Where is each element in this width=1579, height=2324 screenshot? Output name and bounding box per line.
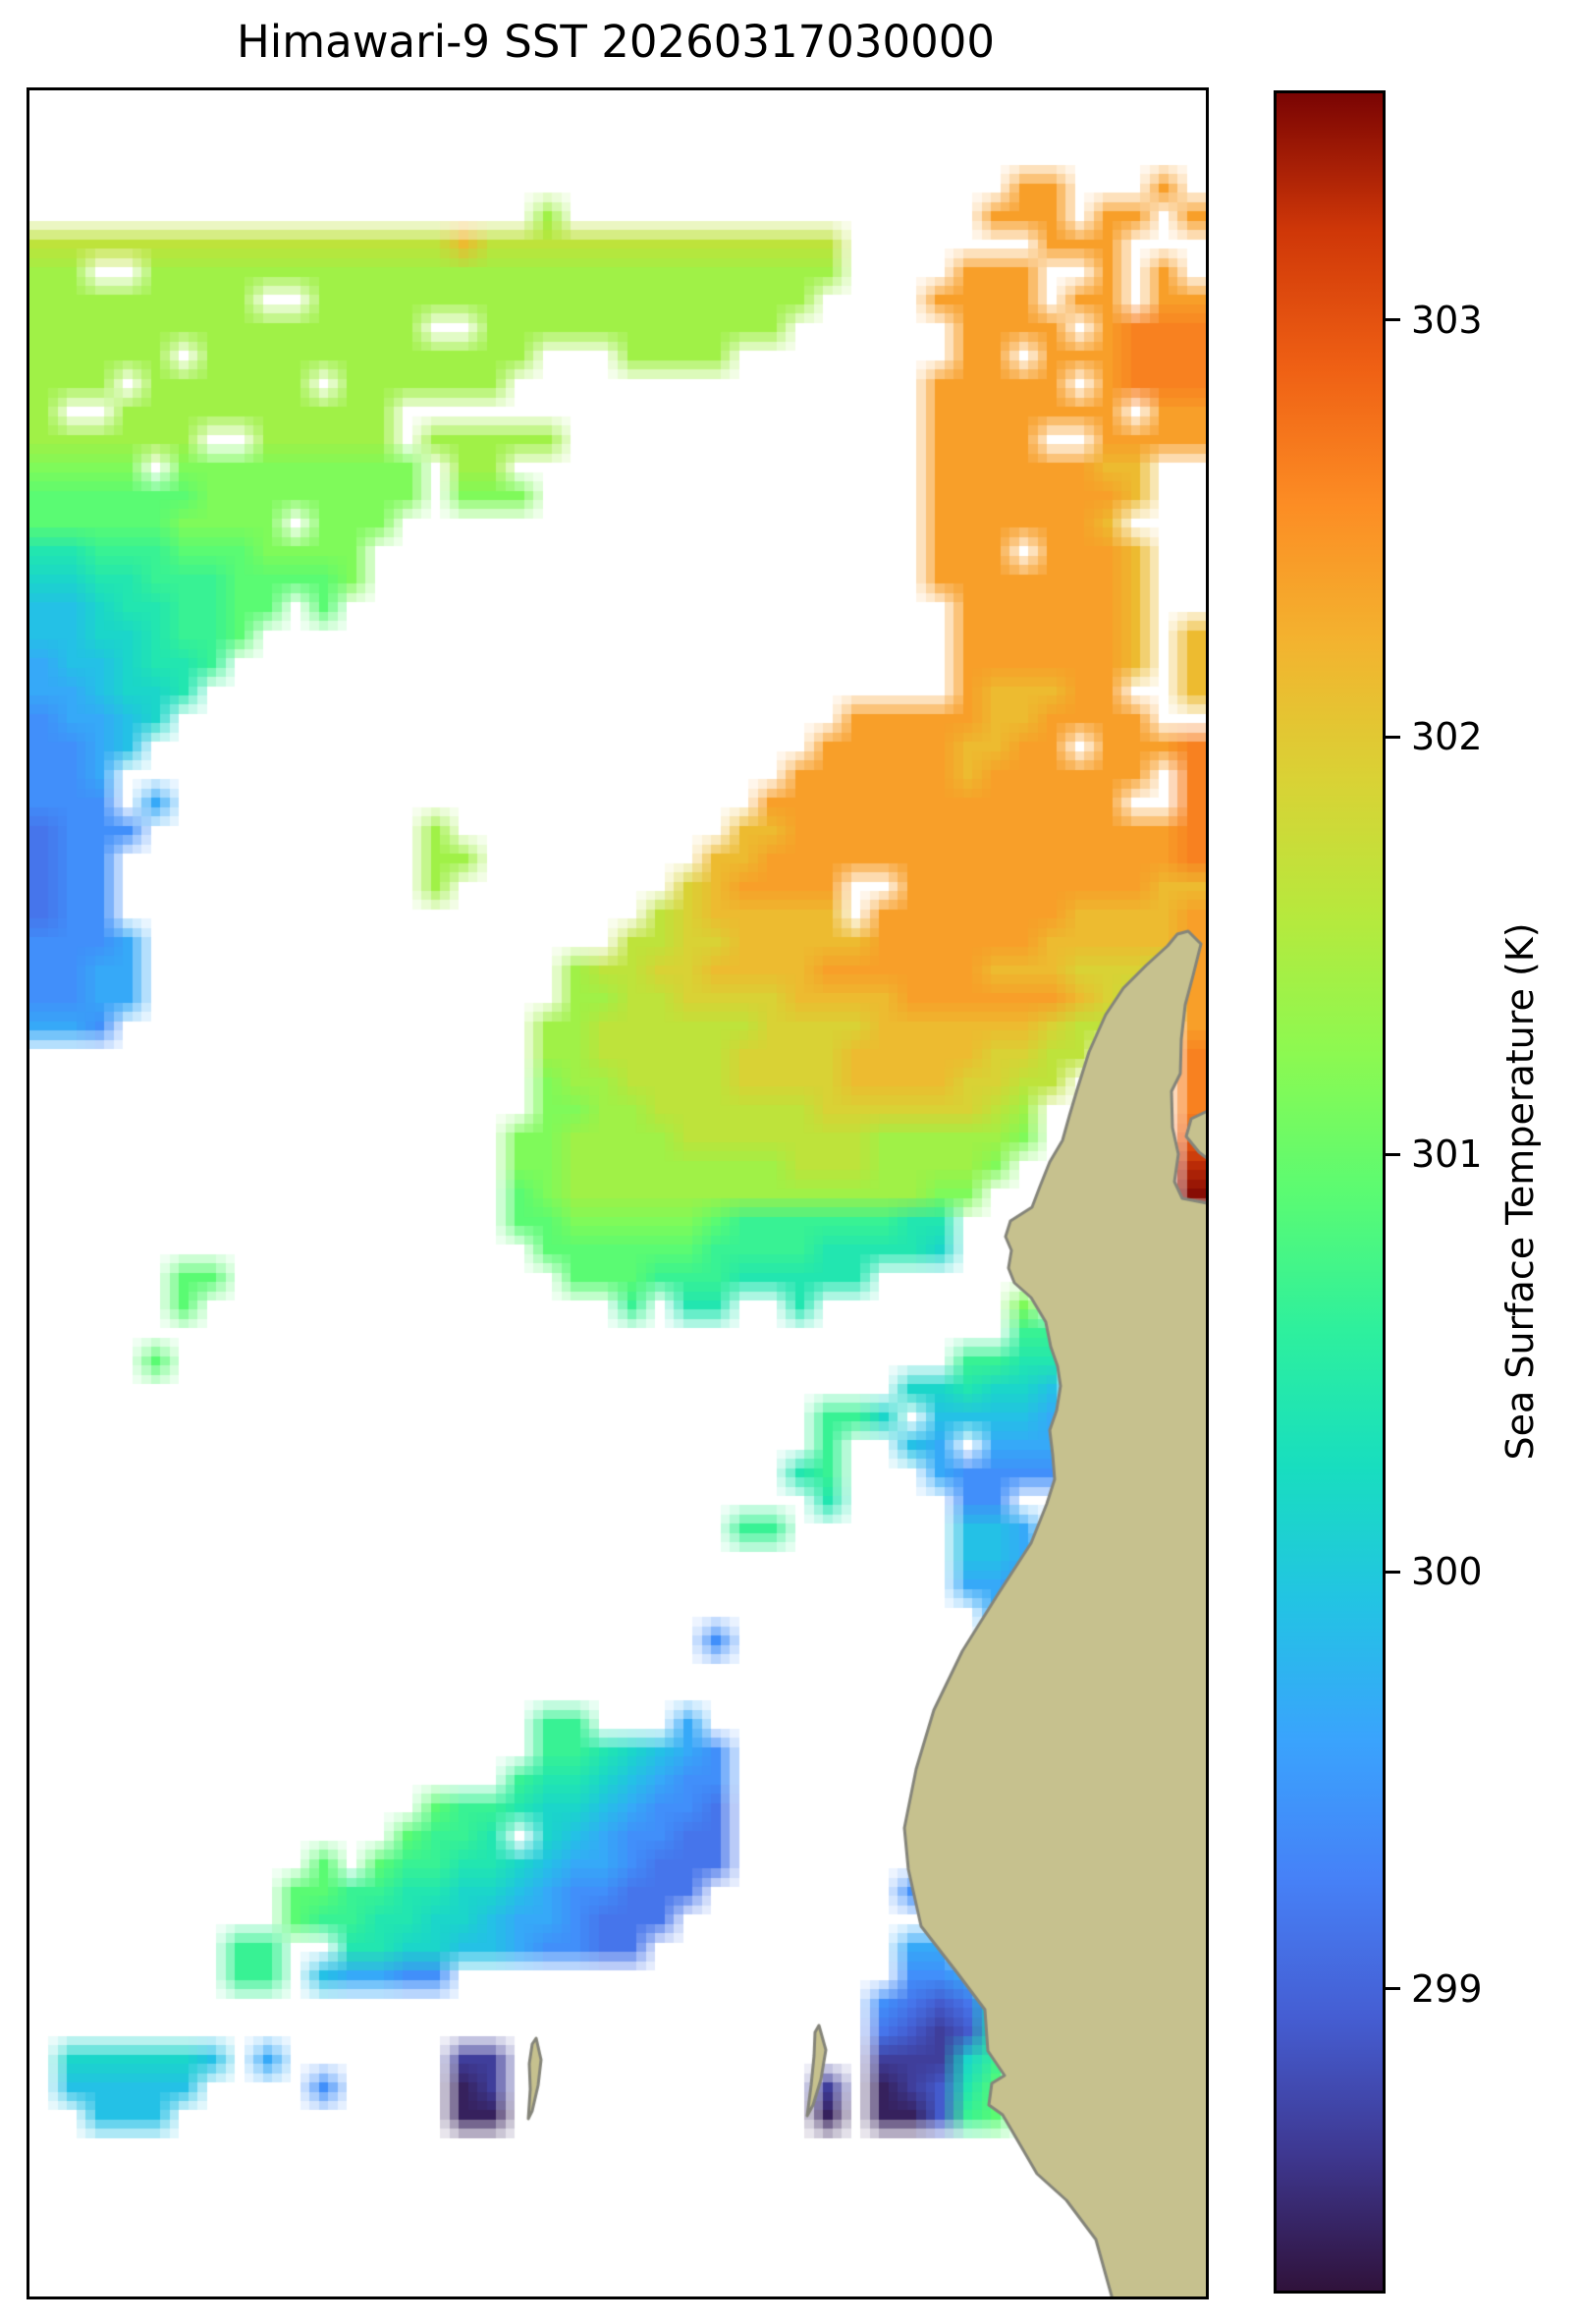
colorbar-tick-mark [1386,1152,1400,1156]
colorbar-tick-label: 299 [1411,1966,1483,2011]
colorbar-tick-label: 303 [1411,298,1483,342]
colorbar-tick-label: 302 [1411,715,1483,759]
colorbar-tick-mark [1386,1987,1400,1991]
colorbar-tick-mark [1386,1570,1400,1574]
colorbar-axis-label: Sea Surface Temperature (K) [1498,922,1542,1461]
colorbar-tick-mark [1386,318,1400,322]
colorbar [1274,90,1386,2294]
figure-title: Himawari-9 SST 20260317030000 [236,16,996,68]
sst-map-canvas [29,90,1206,2296]
colorbar-tick-mark [1386,735,1400,739]
colorbar-tick-label: 301 [1411,1133,1483,1177]
map-frame [27,87,1209,2299]
colorbar-tick-label: 300 [1411,1550,1483,1594]
